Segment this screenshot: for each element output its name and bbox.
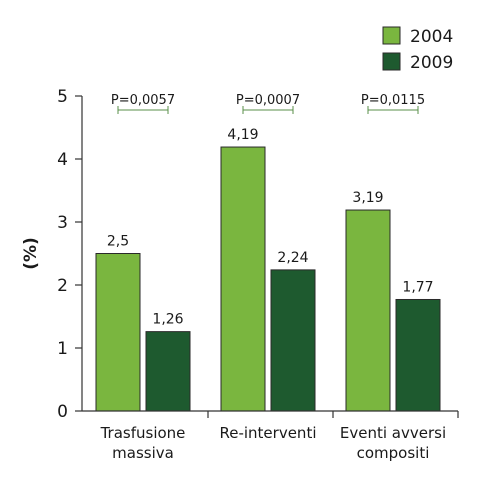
bar-2004-2 [220,146,266,412]
legend-swatch-2004 [382,26,401,45]
category-label: Trasfusione [100,424,186,442]
legend-swatch-2009 [382,52,401,71]
legend-label: 2009 [410,53,453,73]
p-value-label: P=0,0007 [236,93,300,108]
y-tick-label: 0 [57,402,68,422]
data-label: 3,19 [352,190,383,206]
data-label: 4,19 [227,127,258,143]
category-label: massiva [112,444,174,462]
y-axis-title: (%) [21,237,41,270]
legend-label: 2004 [410,27,453,47]
y-tick-label: 5 [57,87,68,107]
bar-2009-1 [145,331,191,412]
data-label: 2,24 [277,250,308,266]
y-tick-label: 3 [57,213,68,233]
category-label: compositi [357,444,430,462]
bar-2004-3 [345,209,391,412]
bar-2009-3 [395,298,441,412]
p-value-label: P=0,0057 [111,93,175,108]
bar-2009-2 [270,269,316,412]
data-label: 2,5 [107,234,129,250]
category-label: Eventi avversi [340,424,446,442]
bar-2004-1 [95,253,141,412]
y-tick-label: 2 [57,276,68,296]
category-label: Re-interventi [219,424,316,442]
data-label: 1,26 [152,312,183,328]
data-label: 1,77 [402,279,433,295]
y-tick-label: 1 [57,339,68,359]
p-value-label: P=0,0115 [361,93,425,108]
y-tick-label: 4 [57,150,68,170]
